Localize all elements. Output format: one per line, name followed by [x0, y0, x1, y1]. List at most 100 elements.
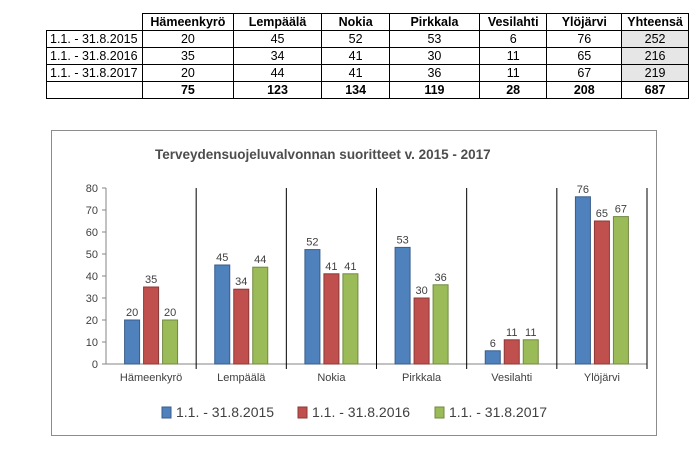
table-cell: 11 — [478, 64, 548, 82]
summary-table: Hämeenkyrö Lempäälä Nokia Pirkkala Vesil… — [45, 13, 689, 99]
bar — [304, 249, 321, 365]
table-cell: 6 — [478, 30, 548, 48]
data-label: 34 — [235, 276, 247, 288]
y-tick-label: 30 — [86, 293, 98, 305]
table-cell-total: 219 — [621, 64, 689, 82]
table-total-cell: 75 — [142, 81, 234, 99]
column-header: Yhteensä — [621, 13, 689, 31]
table-total-row: 75 123 134 119 28 208 687 — [45, 81, 689, 99]
x-category-label: Vesilahti — [491, 372, 532, 384]
bar — [342, 273, 359, 365]
y-tick-label: 0 — [92, 359, 98, 371]
row-label — [45, 81, 144, 99]
data-label: 65 — [596, 208, 608, 220]
bar — [413, 297, 430, 365]
bar — [233, 288, 250, 365]
data-label: 45 — [216, 252, 228, 264]
table-total-cell: 687 — [621, 81, 689, 99]
table-cell: 52 — [321, 30, 390, 48]
y-tick-label: 20 — [86, 315, 98, 327]
data-label: 11 — [506, 327, 517, 339]
table-corner — [46, 13, 144, 31]
bar — [394, 246, 411, 365]
bar — [214, 264, 231, 365]
chart-title: Terveydensuojeluvalvonnan suoritteet v. … — [155, 147, 491, 162]
legend-swatch — [161, 406, 172, 419]
row-label: 1.1. - 31.8.2016 — [45, 47, 144, 65]
legend-swatch — [297, 406, 308, 419]
y-tick-label: 80 — [86, 183, 98, 195]
bar — [522, 339, 539, 365]
y-tick-label: 50 — [86, 249, 98, 261]
table-cell: 11 — [478, 47, 548, 65]
data-label: 41 — [344, 261, 356, 273]
legend-label: 1.1. - 31.8.2015 — [176, 404, 274, 420]
table-cell-total: 216 — [621, 47, 689, 65]
table-row: 1.1. - 31.8.2015 20 45 52 53 6 76 252 — [45, 30, 689, 48]
bar — [612, 216, 629, 365]
table-row: 1.1. - 31.8.2016 35 34 41 30 11 65 216 — [45, 47, 689, 65]
y-tick-label: 10 — [86, 337, 98, 349]
column-header: Pirkkala — [388, 13, 480, 31]
table-cell: 67 — [546, 64, 623, 82]
data-label: 35 — [145, 274, 157, 286]
table-cell: 65 — [546, 47, 623, 65]
data-label: 41 — [325, 261, 337, 273]
table-cell: 45 — [232, 30, 323, 48]
table-cell: 44 — [232, 64, 323, 82]
bar — [593, 220, 610, 365]
data-label: 11 — [525, 327, 536, 339]
bar — [484, 350, 501, 365]
x-category-label: Pirkkala — [402, 372, 442, 384]
table-header-row: Hämeenkyrö Lempäälä Nokia Pirkkala Vesil… — [46, 13, 689, 31]
table-cell-total: 252 — [621, 30, 689, 48]
table-total-cell: 119 — [388, 81, 480, 99]
row-label: 1.1. - 31.8.2017 — [45, 64, 144, 82]
column-header: Vesilahti — [478, 13, 548, 31]
y-tick-label: 70 — [86, 205, 98, 217]
table-cell: 20 — [142, 30, 234, 48]
bar — [323, 273, 340, 365]
column-header: Lempäälä — [232, 13, 323, 31]
data-label: 76 — [577, 184, 589, 196]
y-tick-label: 60 — [86, 227, 98, 239]
table-cell: 34 — [232, 47, 323, 65]
table-total-cell: 28 — [478, 81, 548, 99]
table-total-cell: 123 — [232, 81, 323, 99]
row-label: 1.1. - 31.8.2015 — [45, 30, 144, 48]
data-label: 20 — [164, 307, 176, 319]
table-cell: 41 — [321, 47, 390, 65]
bar — [162, 319, 179, 365]
column-header: Nokia — [321, 13, 390, 31]
data-label: 20 — [126, 307, 138, 319]
data-label: 36 — [434, 272, 446, 284]
legend-label: 1.1. - 31.8.2017 — [449, 404, 547, 420]
bar — [574, 196, 591, 365]
x-category-label: Nokia — [317, 372, 346, 384]
x-category-label: Lempäälä — [217, 372, 266, 384]
table-cell: 76 — [546, 30, 623, 48]
legend-swatch — [434, 406, 445, 419]
data-label: 53 — [396, 234, 408, 246]
bar-chart: Terveydensuojeluvalvonnan suoritteet v. … — [86, 147, 648, 420]
data-label: 67 — [615, 204, 627, 216]
bar — [143, 286, 160, 365]
table-cell: 35 — [142, 47, 234, 65]
bar — [503, 339, 520, 365]
data-label: 44 — [254, 254, 266, 266]
x-category-label: Ylöjärvi — [584, 372, 620, 384]
table-total-cell: 208 — [546, 81, 623, 99]
y-tick-label: 40 — [86, 271, 98, 283]
table-cell: 41 — [321, 64, 390, 82]
column-header: Ylöjärvi — [546, 13, 623, 31]
bar — [432, 284, 449, 365]
bar — [252, 266, 269, 365]
legend-label: 1.1. - 31.8.2016 — [312, 404, 410, 420]
column-header: Hämeenkyrö — [142, 13, 234, 31]
bar — [124, 319, 141, 365]
table-cell: 20 — [142, 64, 234, 82]
table-row: 1.1. - 31.8.2017 20 44 41 36 11 67 219 — [45, 64, 689, 82]
x-category-label: Hämeenkyrö — [120, 372, 182, 384]
table-cell: 53 — [388, 30, 480, 48]
data-label: 6 — [490, 338, 496, 350]
